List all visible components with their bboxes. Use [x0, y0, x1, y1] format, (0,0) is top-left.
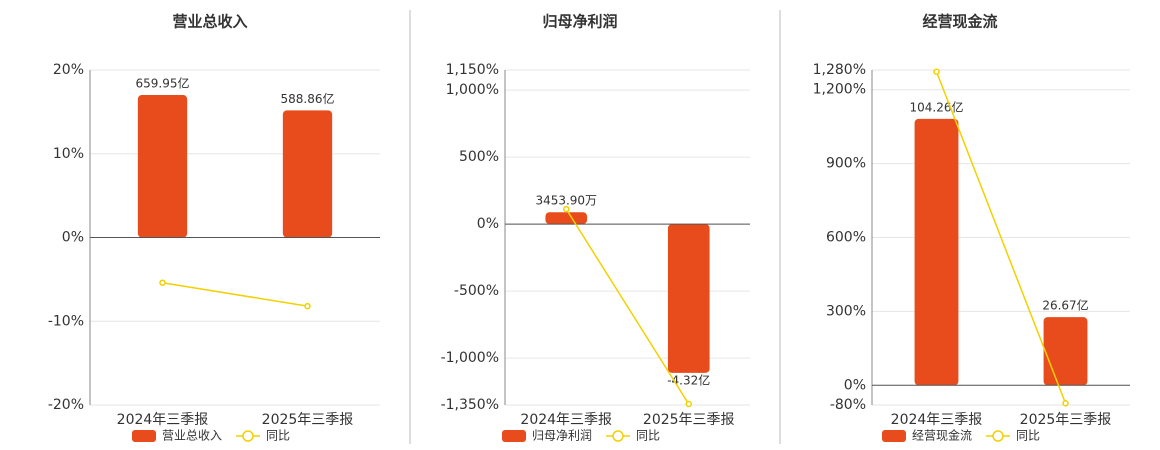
y-tick-label: 1,000% [446, 82, 499, 98]
legend-label: 经营现金流 [912, 428, 972, 443]
y-tick-label: 900% [826, 156, 866, 172]
value-label: 659.95亿 [136, 76, 190, 91]
bar [137, 95, 188, 238]
legend-label: 同比 [266, 429, 290, 443]
legend-label: 营业总收入 [162, 429, 222, 443]
legend-swatch [612, 430, 624, 442]
legend-label: 同比 [1016, 429, 1040, 443]
line-point [304, 302, 311, 310]
line-point [933, 68, 940, 75]
chart-title: 经营现金流 [922, 13, 997, 31]
x-tick-label: 2024年三季报 [117, 412, 209, 428]
y-tick-label: 1,280% [813, 62, 866, 78]
value-label: 3453.90万 [535, 194, 597, 208]
y-tick-label: -500% [454, 283, 499, 299]
value-label: 588.86亿 [281, 91, 335, 106]
legend-swatch [132, 430, 156, 442]
chart-title: 营业总收入 [172, 13, 247, 31]
y-tick-label: 300% [826, 303, 866, 319]
line-point [159, 279, 166, 286]
x-tick-label: 2024年三季报 [891, 412, 983, 428]
bar [914, 118, 959, 386]
y-tick-label: 0% [844, 377, 866, 393]
legend-swatch [502, 430, 526, 442]
line [162, 281, 308, 307]
y-tick-label: 0% [62, 230, 84, 246]
y-tick-label: -1,000% [441, 350, 499, 366]
chart-title: 归母净利润 [542, 13, 617, 31]
y-tick-label: 0% [477, 216, 499, 232]
line-point [1062, 400, 1069, 407]
x-tick-label: 2025年三季报 [643, 412, 735, 428]
bar [1043, 317, 1088, 386]
legend-swatch [882, 430, 906, 442]
legend-swatch [992, 430, 1004, 442]
line [935, 71, 1067, 404]
legend-label: 同比 [636, 429, 660, 443]
legend-label: 归母净利润 [532, 429, 592, 443]
y-tick-label: -10% [48, 313, 84, 329]
line-point [563, 205, 570, 213]
y-tick-label: -80% [830, 397, 866, 413]
value-label: 104.26亿 [910, 99, 964, 114]
line [565, 208, 690, 405]
x-tick-label: 2024年三季报 [520, 412, 612, 428]
y-tick-label: -1,350% [441, 397, 499, 413]
y-tick-label: 1,200% [813, 82, 866, 98]
y-tick-label: -20% [48, 397, 84, 413]
y-tick-label: 20% [53, 62, 84, 78]
bar [282, 110, 333, 238]
value-label: -4.32亿 [667, 372, 710, 387]
bar [545, 212, 588, 225]
y-tick-label: 1,150% [446, 62, 499, 78]
value-label: 26.67亿 [1042, 298, 1088, 313]
bar [667, 224, 710, 373]
y-tick-label: 500% [459, 149, 499, 165]
x-tick-label: 2025年三季报 [1020, 412, 1112, 428]
legend-swatch [242, 430, 254, 442]
line-point [685, 400, 692, 408]
x-tick-label: 2025年三季报 [262, 412, 354, 428]
y-tick-label: 10% [53, 146, 84, 162]
y-tick-label: 600% [826, 230, 866, 246]
